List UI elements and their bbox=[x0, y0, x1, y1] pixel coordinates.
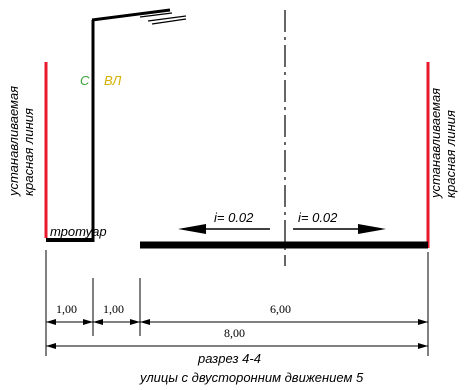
red-line-right-label-2: красная линия bbox=[443, 110, 458, 198]
slope-arrow-left-head bbox=[178, 224, 206, 234]
dim-line-3 bbox=[140, 319, 428, 325]
pole-label-c: С bbox=[80, 73, 90, 88]
dim-text-2: 1,00 bbox=[103, 302, 124, 316]
slope-label-left: i= 0.02 bbox=[214, 210, 254, 225]
dim-text-1: 1,00 bbox=[56, 302, 77, 316]
lamp-1 bbox=[139, 12, 173, 18]
dim-text-3: 6,00 bbox=[270, 302, 291, 316]
caption-title: разрез 4-4 bbox=[198, 351, 261, 366]
pole-arm bbox=[91, 8, 171, 22]
red-line-right-label: устанавливаемая красная линия bbox=[428, 88, 458, 198]
dim-line-1 bbox=[46, 319, 93, 325]
pole-label-vl: ВЛ bbox=[104, 73, 122, 88]
red-line-left-label-1: устанавливаемая bbox=[6, 85, 21, 196]
red-line-left-label-2: красная линия bbox=[21, 108, 36, 196]
dim-line-total bbox=[46, 343, 428, 349]
dim-text-total: 8,00 bbox=[224, 326, 245, 340]
sidewalk-label: тротуар bbox=[50, 224, 107, 239]
slope-label-right: i= 0.02 bbox=[298, 210, 338, 225]
slope-arrow-right-head bbox=[358, 224, 386, 234]
red-line-left-label: устанавливаемая красная линия bbox=[6, 86, 36, 196]
caption-subtitle: улицы с двусторонним движением 5 bbox=[140, 370, 364, 385]
red-line-right-label-1: устанавливаемая bbox=[428, 87, 443, 198]
lamp-2 bbox=[147, 15, 187, 22]
dim-line-2 bbox=[93, 319, 140, 325]
lamp-3 bbox=[151, 18, 187, 25]
